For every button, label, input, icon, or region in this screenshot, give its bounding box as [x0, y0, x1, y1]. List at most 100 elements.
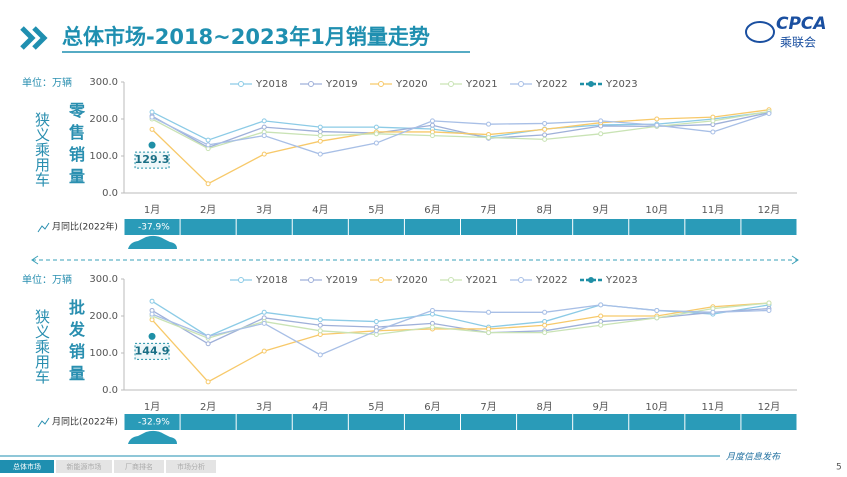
data-point: [766, 300, 772, 306]
x-tick-label: 6月: [424, 204, 440, 216]
yoy-cell: [292, 219, 348, 235]
legend-marker: [238, 277, 244, 283]
data-point: [542, 132, 548, 138]
yoy-cell: [573, 414, 629, 430]
x-tick-label: 7月: [480, 401, 496, 413]
x-tick-label: 5月: [368, 204, 384, 216]
legend-marker: [308, 81, 314, 87]
data-point: [598, 313, 604, 319]
yoy-cell: [292, 414, 348, 430]
yoy-cell: [461, 219, 517, 235]
yoy-cell: [180, 219, 236, 235]
data-point: [149, 311, 155, 317]
yoy-value: -37.9%: [138, 223, 170, 233]
footer-tab-label: 厂商排名: [125, 462, 153, 471]
data-point: [654, 116, 660, 122]
data-point: [598, 131, 604, 137]
y-tick-label: 100.0: [89, 151, 118, 162]
data-point: [261, 124, 267, 130]
data-point: [542, 322, 548, 328]
data-point: [205, 333, 211, 339]
x-tick-label: 11月: [702, 401, 725, 413]
data-point: [429, 122, 435, 128]
legend-label: Y2019: [325, 79, 358, 90]
legend-label: Y2022: [535, 79, 568, 90]
x-tick-label: 9月: [593, 401, 609, 413]
x-tick-label: 5月: [368, 401, 384, 413]
series-line: [151, 300, 770, 338]
data-point: [429, 118, 435, 124]
metric-label: 零售销量: [66, 102, 85, 190]
x-tick-label: 6月: [424, 401, 440, 413]
data-point: [373, 131, 379, 137]
series-line: [151, 304, 769, 356]
data-point: [261, 118, 267, 124]
yoy-cell: [517, 414, 573, 430]
data-point: [429, 133, 435, 139]
series-line: [151, 307, 770, 345]
data-point: [317, 124, 323, 130]
data-point: [598, 118, 604, 124]
legend-label: Y2018: [255, 79, 288, 90]
data-point: [486, 309, 492, 315]
data-point: [542, 126, 548, 132]
x-tick-label: 2月: [200, 401, 216, 413]
y-tick-label: 300.0: [89, 77, 118, 88]
data-point: [149, 109, 155, 115]
yoy-cell: [629, 219, 685, 235]
data-point: [710, 118, 716, 124]
data-point: [373, 140, 379, 146]
footer-tab-label: 市场分析: [177, 462, 205, 471]
data-point: [205, 181, 211, 187]
data-point: [149, 126, 155, 132]
series-line: [151, 112, 770, 155]
yoy-cell: [629, 414, 685, 430]
legend-marker: [588, 81, 594, 87]
series-line: [151, 109, 770, 185]
yoy-value: -32.9%: [138, 418, 170, 428]
value-label: 129.3: [135, 153, 170, 166]
legend-marker: [448, 81, 454, 87]
value-label-box: [134, 151, 170, 169]
logo-subtitle: 乘联会: [780, 36, 816, 50]
legend-label: Y2023: [605, 275, 638, 286]
value-label: 144.9: [135, 344, 170, 357]
x-tick-label: 10月: [645, 401, 668, 413]
data-point: [317, 317, 323, 323]
yoy-icon: [37, 417, 50, 428]
data-point: [317, 328, 323, 334]
unit-label: 单位：万辆: [22, 273, 72, 286]
legend-label: Y2022: [535, 275, 568, 286]
data-point: [373, 319, 379, 325]
x-tick-label: 4月: [312, 204, 328, 216]
metric-label: 批发销量: [66, 299, 85, 387]
y-tick-label: 200.0: [89, 311, 118, 322]
yoy-cell: [573, 219, 629, 235]
data-point: [261, 309, 267, 315]
series-line: [151, 110, 770, 150]
legend-label: Y2018: [255, 275, 288, 286]
y-tick-label: 0.0: [102, 385, 118, 396]
side-label: 狭义乘用车: [33, 309, 51, 384]
data-point: [654, 122, 660, 128]
data-point: [598, 302, 604, 308]
data-point: [205, 341, 211, 347]
data-point: [317, 138, 323, 144]
logo-mark: [745, 21, 775, 43]
legend-marker: [518, 81, 524, 87]
legend-label: Y2021: [465, 275, 498, 286]
x-tick-label: 8月: [536, 204, 552, 216]
x-tick-label: 2月: [200, 204, 216, 216]
data-point: [598, 322, 604, 328]
data-point: [654, 307, 660, 313]
series-line: [151, 302, 770, 339]
data-point: [710, 129, 716, 135]
x-tick-label: 7月: [480, 204, 496, 216]
yoy-label: 月同比(2022年): [52, 416, 118, 428]
x-tick-label: 8月: [536, 401, 552, 413]
yoy-cell: [124, 219, 180, 235]
yoy-icon: [37, 222, 50, 233]
x-tick-label: 12月: [758, 401, 781, 413]
yoy-cell: [741, 219, 797, 235]
